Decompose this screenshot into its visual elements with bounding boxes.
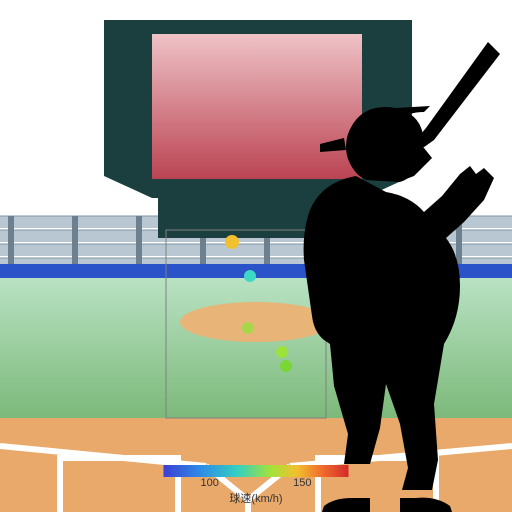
- pitch-dot: [225, 235, 239, 249]
- legend-label: 球速(km/h): [164, 490, 349, 506]
- pitch-dot: [276, 346, 288, 358]
- pitch-location-chart: 100 150 球速(km/h): [0, 0, 512, 512]
- scene-svg: [0, 0, 512, 512]
- pitch-dot: [244, 270, 256, 282]
- legend-tick: 100: [201, 477, 219, 489]
- legend-spectrum: [164, 465, 349, 477]
- pitch-dot: [280, 360, 292, 372]
- legend-tick: 150: [293, 477, 311, 489]
- pitch-dot: [242, 322, 254, 334]
- legend-ticks: 100 150: [164, 477, 349, 489]
- speed-legend: 100 150 球速(km/h): [164, 465, 349, 506]
